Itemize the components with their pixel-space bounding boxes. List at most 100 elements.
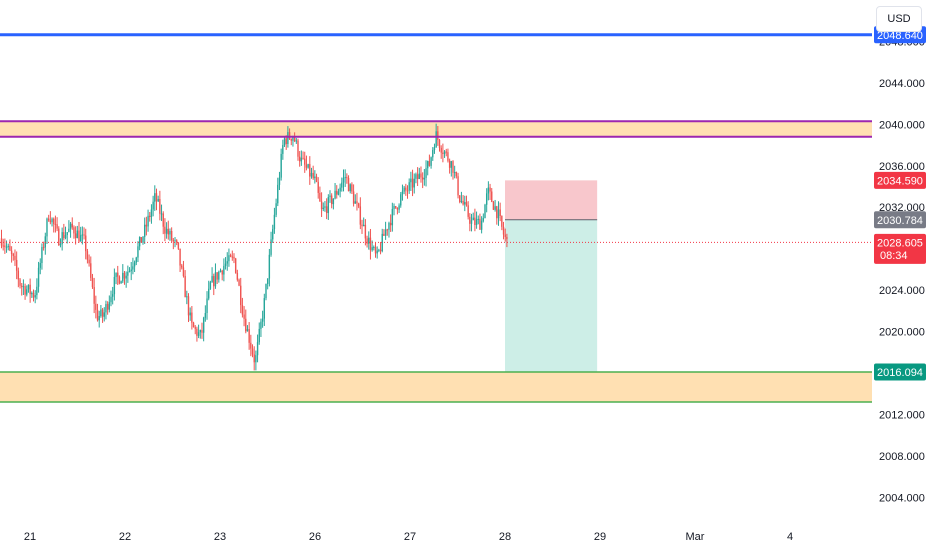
stop-loss-area — [505, 180, 598, 220]
candle — [420, 166, 422, 183]
candle-body — [381, 233, 383, 252]
candle — [352, 184, 355, 207]
candle — [96, 303, 99, 322]
candle — [484, 203, 486, 219]
candle-body — [442, 152, 444, 155]
candle-body — [83, 234, 85, 236]
candle — [169, 228, 171, 241]
candle — [283, 136, 286, 147]
candle — [378, 248, 380, 253]
candle — [187, 293, 190, 323]
candle — [485, 188, 488, 213]
candle-body — [325, 206, 328, 214]
candle-body — [147, 215, 149, 227]
candle-body — [315, 176, 318, 182]
candle — [206, 291, 208, 320]
candle — [258, 322, 260, 345]
candle — [54, 215, 57, 233]
candle — [357, 202, 360, 209]
candle — [309, 156, 311, 185]
candle-body — [133, 262, 136, 267]
candle — [470, 213, 473, 232]
badge-countdown-text: 08:34 — [880, 250, 908, 262]
candle-body — [261, 318, 264, 322]
candle — [236, 269, 239, 282]
candle — [251, 344, 254, 358]
candle-body — [204, 312, 207, 318]
candle-body — [29, 284, 31, 295]
candle — [256, 334, 259, 363]
candle — [21, 282, 23, 296]
candle-body — [496, 206, 498, 219]
candle-body — [418, 173, 420, 180]
candle — [438, 138, 441, 152]
candle — [245, 309, 247, 334]
candle-body — [479, 218, 481, 230]
candle-body — [223, 265, 225, 275]
candle-body — [420, 173, 422, 178]
candle — [233, 253, 235, 264]
price-axis[interactable]: 2004.0002008.0002012.0002016.0002020.000… — [879, 36, 925, 504]
x-tick-label: 28 — [499, 531, 511, 543]
candle — [341, 177, 343, 192]
candle-body — [324, 206, 326, 208]
candle — [386, 228, 388, 236]
candle-body — [437, 131, 439, 140]
candle-body — [165, 228, 168, 234]
candle — [110, 290, 112, 307]
candle-body — [491, 191, 493, 202]
candle-body — [425, 168, 427, 178]
candle-body — [411, 178, 414, 188]
candle — [29, 278, 31, 303]
candle-body — [76, 230, 79, 239]
candle-body — [160, 213, 163, 215]
candle — [491, 188, 493, 203]
candle-body — [192, 322, 195, 328]
candle-body — [137, 246, 139, 258]
candle — [218, 270, 220, 283]
candle-body — [170, 231, 173, 241]
time-axis[interactable]: 21 22 23 26 27 28 29 Mar 4 — [24, 531, 793, 543]
candle-body — [386, 229, 388, 231]
candle-body — [236, 272, 239, 280]
candle — [428, 154, 431, 167]
candle-body — [46, 218, 48, 237]
candle — [7, 243, 9, 251]
candle-body — [150, 209, 153, 218]
candle — [184, 270, 186, 298]
candle — [418, 167, 420, 180]
candle — [74, 226, 77, 245]
currency-button[interactable]: USD — [876, 6, 922, 32]
candle-body — [154, 193, 156, 202]
candle — [79, 226, 82, 242]
candle-body — [132, 266, 134, 270]
candle-body — [32, 292, 35, 298]
candle-body — [174, 240, 176, 242]
candle — [213, 273, 215, 296]
candle — [497, 201, 500, 226]
candle-body — [278, 177, 281, 185]
candle-body — [253, 354, 255, 363]
candle — [231, 250, 233, 261]
candle-body — [440, 147, 442, 153]
position-tool[interactable] — [505, 180, 598, 372]
candle — [160, 204, 163, 222]
candle — [140, 236, 143, 243]
candle — [19, 277, 21, 289]
candle-body — [199, 330, 201, 333]
badge-price-text: 2016.094 — [877, 367, 923, 379]
candle-body — [130, 269, 132, 272]
candle — [452, 160, 454, 180]
candle — [282, 139, 284, 160]
candle-body — [459, 195, 461, 202]
candles-layer — [0, 123, 508, 371]
candle — [415, 172, 417, 184]
candle-body — [17, 270, 20, 280]
candle — [37, 261, 40, 293]
candle — [295, 137, 298, 144]
levels-layer — [0, 33, 872, 403]
candle-body — [464, 202, 466, 205]
candle — [189, 307, 191, 321]
